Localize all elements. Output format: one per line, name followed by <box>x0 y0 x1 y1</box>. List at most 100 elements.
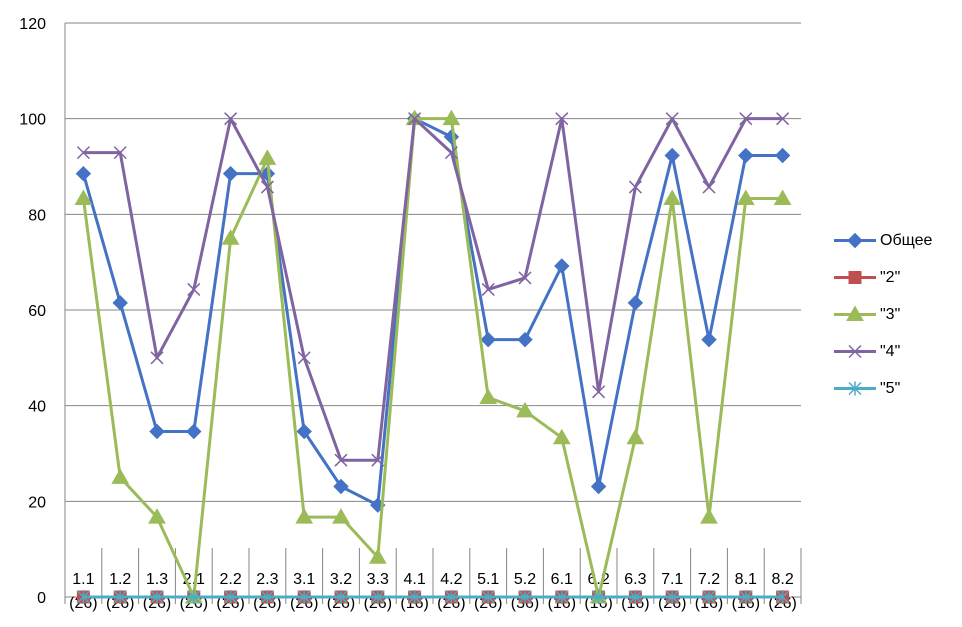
legend-item: Общее <box>830 222 960 259</box>
data-point <box>371 453 385 467</box>
data-point <box>555 112 569 126</box>
data-point <box>481 590 495 604</box>
legend-label: "2" <box>880 268 901 286</box>
data-point <box>221 229 240 245</box>
data-point <box>187 590 201 604</box>
data-point <box>371 590 385 604</box>
legend-swatch <box>834 381 876 396</box>
data-point <box>518 590 532 604</box>
data-point <box>187 282 201 296</box>
x-tick-label: 6.2 <box>587 571 609 588</box>
data-point <box>479 388 498 405</box>
data-point <box>368 548 387 564</box>
legend-marker <box>848 381 862 396</box>
data-point <box>332 508 350 524</box>
data-point <box>75 165 92 182</box>
x-tick-label: 4.1 <box>403 571 425 588</box>
x-tick-label: 2.3 <box>256 571 278 588</box>
data-point <box>444 146 458 160</box>
data-point <box>260 180 274 194</box>
data-point <box>224 112 238 126</box>
x-tick-label: 5.1 <box>477 571 499 588</box>
data-point <box>112 295 128 311</box>
series-group <box>76 590 790 604</box>
y-tick-label: 120 <box>19 16 46 33</box>
legend-label: Общее <box>880 231 933 249</box>
data-point <box>443 129 460 145</box>
legend-swatch <box>834 305 876 321</box>
data-point <box>702 180 716 194</box>
x-tick-label: 1.3 <box>146 571 168 588</box>
data-point <box>258 149 277 165</box>
legend-marker <box>846 305 864 321</box>
data-point <box>442 109 461 126</box>
data-point <box>552 428 571 445</box>
x-tick-label: 5.2 <box>514 571 536 588</box>
legend-swatch <box>834 232 876 249</box>
series-group <box>74 109 792 604</box>
y-tick-label: 60 <box>28 303 46 320</box>
legend-marker <box>847 232 863 249</box>
legend-label: "5" <box>880 379 901 397</box>
legend-item: "3" <box>830 296 960 333</box>
y-tick-label: 80 <box>28 207 46 224</box>
y-tick-label: 100 <box>19 112 46 129</box>
data-point <box>774 147 791 164</box>
chart-series <box>74 109 792 604</box>
data-point <box>334 453 348 467</box>
series-line <box>83 117 783 462</box>
data-point <box>260 590 274 604</box>
data-point <box>776 590 790 604</box>
series-line <box>81 117 783 599</box>
chart-gridlines <box>65 22 801 502</box>
x-tick-label: 8.2 <box>771 571 793 588</box>
legend-marker <box>848 344 862 359</box>
series-group <box>76 112 790 467</box>
data-point <box>150 590 164 604</box>
x-tick-label: 7.2 <box>698 571 720 588</box>
x-tick-label: 1.2 <box>109 571 131 588</box>
data-point <box>222 165 239 182</box>
data-point <box>739 112 753 126</box>
data-point <box>149 423 165 440</box>
x-tick-label: 7.1 <box>661 571 683 588</box>
x-tick-label: 3.3 <box>367 571 389 588</box>
data-point <box>295 508 314 524</box>
data-point <box>148 508 166 524</box>
chart-legend: Общее "2" "3" "4" "5" <box>830 222 960 407</box>
x-tick-label: 6.1 <box>551 571 573 588</box>
data-point <box>74 189 93 206</box>
data-point <box>113 590 127 604</box>
data-point <box>626 428 645 445</box>
data-point <box>555 590 569 604</box>
data-point <box>738 147 754 164</box>
data-point <box>408 112 422 126</box>
x-tick-label: 2.2 <box>219 571 241 588</box>
legend-label: "4" <box>880 342 901 360</box>
data-point <box>408 590 422 604</box>
data-point <box>224 590 238 604</box>
y-tick-label: 0 <box>37 590 46 607</box>
data-point <box>665 112 679 126</box>
x-tick-label: 3.1 <box>293 571 315 588</box>
data-point <box>113 146 127 160</box>
data-point <box>700 508 718 524</box>
x-tick-label: 8.1 <box>735 571 757 588</box>
data-point <box>444 590 458 604</box>
data-point <box>518 271 532 285</box>
legend-item: "2" <box>830 259 960 296</box>
data-point <box>702 590 716 604</box>
data-point <box>554 258 570 274</box>
data-point <box>663 189 682 206</box>
data-point <box>186 423 202 440</box>
legend-swatch <box>834 344 876 359</box>
data-point <box>592 385 606 399</box>
data-point <box>297 351 311 365</box>
x-tick-label: 1.1 <box>72 571 94 588</box>
data-point <box>516 401 534 418</box>
y-tick-label: 20 <box>28 494 46 511</box>
data-point <box>592 590 606 604</box>
data-point <box>701 331 717 348</box>
data-point <box>665 590 679 604</box>
